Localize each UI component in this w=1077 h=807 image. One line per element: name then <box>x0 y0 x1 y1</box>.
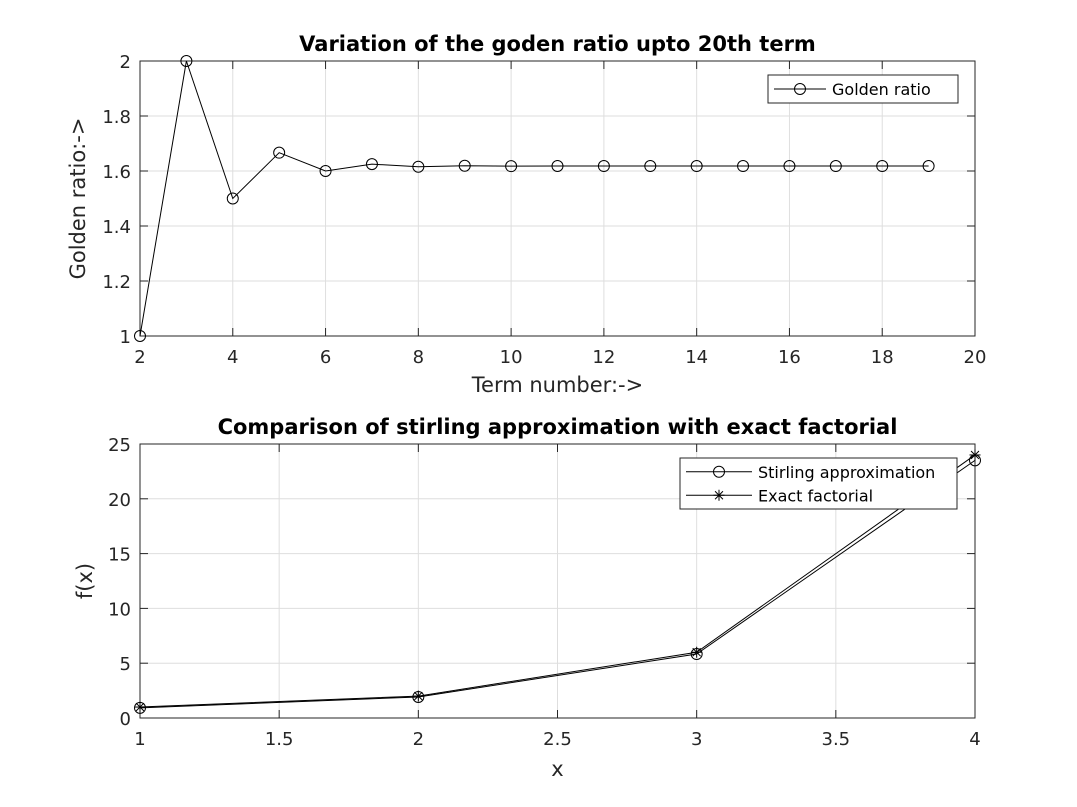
chart-title: Variation of the goden ratio upto 20th t… <box>299 32 816 56</box>
legend-label: Golden ratio <box>832 80 931 99</box>
y-tick-label: 2 <box>120 52 131 73</box>
chart-title: Comparison of stirling approximation wit… <box>218 415 898 439</box>
x-axis-label: x <box>551 757 563 781</box>
x-tick-label: 20 <box>964 347 987 368</box>
series-line <box>139 454 976 708</box>
y-tick-label: 1.4 <box>102 217 131 238</box>
data-point <box>134 701 146 713</box>
y-tick-label: 5 <box>120 654 131 675</box>
y-tick-label: 0 <box>120 709 131 730</box>
y-tick-label: 25 <box>108 435 131 456</box>
data-point <box>922 160 935 173</box>
legend-box <box>679 457 958 510</box>
legend-marker <box>713 489 725 501</box>
x-tick-label: 2.5 <box>543 729 572 750</box>
y-tick-label: 1.8 <box>102 107 131 128</box>
y-tick-label: 10 <box>108 599 131 620</box>
data-point <box>829 160 842 173</box>
data-point <box>412 160 425 173</box>
y-tick-label: 20 <box>108 490 131 511</box>
x-tick-label: 1.5 <box>265 729 294 750</box>
legend-entry: Exact factorial <box>686 486 873 505</box>
y-tick-label: 1.2 <box>102 272 131 293</box>
x-tick-label: 3 <box>691 729 702 750</box>
data-point <box>365 158 378 171</box>
tick-marks <box>139 60 976 337</box>
data-point <box>551 159 564 172</box>
series-line <box>139 459 976 709</box>
data-point <box>134 330 146 342</box>
x-tick-label: 4 <box>969 729 980 750</box>
x-tick-label: 2 <box>413 729 424 750</box>
legend-entry: Stirling approximation <box>686 463 935 482</box>
data-point <box>876 160 889 173</box>
legend-marker <box>713 465 725 478</box>
axes-box <box>139 60 976 337</box>
plot-area <box>140 61 975 336</box>
data-point <box>412 690 424 702</box>
legend: Stirling approximation Exact factorial <box>679 457 958 510</box>
x-tick-label: 4 <box>227 347 238 368</box>
data-point <box>737 160 750 173</box>
data-point <box>691 646 703 658</box>
y-axis-label: Golden ratio:-> <box>66 118 90 280</box>
series-exact-factorial <box>134 449 981 713</box>
x-tick-label: 10 <box>500 347 523 368</box>
x-tick-label: 2 <box>134 347 145 368</box>
data-point <box>644 160 657 173</box>
data-point <box>458 159 471 172</box>
x-tick-label: 6 <box>320 347 331 368</box>
data-point <box>505 160 518 173</box>
chart-golden-ratio: Variation of the goden ratio upto 20th t… <box>66 32 986 397</box>
data-point <box>783 160 796 173</box>
x-tick-label: 14 <box>685 347 708 368</box>
y-tick-label: 15 <box>108 545 131 566</box>
y-axis-label: f(x) <box>73 563 97 599</box>
series-golden-ratio <box>134 55 935 342</box>
x-tick-label: 16 <box>778 347 801 368</box>
tick-marks <box>139 443 976 719</box>
data-point <box>690 160 703 173</box>
legend-label: Stirling approximation <box>758 463 935 482</box>
x-tick-label: 1 <box>134 729 145 750</box>
legend-marker <box>794 83 806 95</box>
legend-label: Exact factorial <box>758 486 873 505</box>
data-point <box>319 165 332 177</box>
y-tick-label: 1.6 <box>102 162 131 183</box>
legend: Golden ratio <box>767 74 959 104</box>
legend-entry: Golden ratio <box>774 80 931 99</box>
x-tick-label: 8 <box>413 347 424 368</box>
data-point <box>180 55 193 67</box>
chart-stirling-comparison: Comparison of stirling approximation wit… <box>73 415 981 781</box>
x-tick-label: 18 <box>871 347 894 368</box>
y-tick-label: 1 <box>120 327 131 348</box>
data-point <box>597 160 610 173</box>
data-point <box>969 449 981 461</box>
data-point <box>226 192 239 205</box>
x-tick-label: 3.5 <box>822 729 851 750</box>
series-line <box>139 60 929 337</box>
x-tick-label: 12 <box>592 347 615 368</box>
x-axis-label: Term number:-> <box>471 373 643 397</box>
data-point <box>273 146 286 159</box>
